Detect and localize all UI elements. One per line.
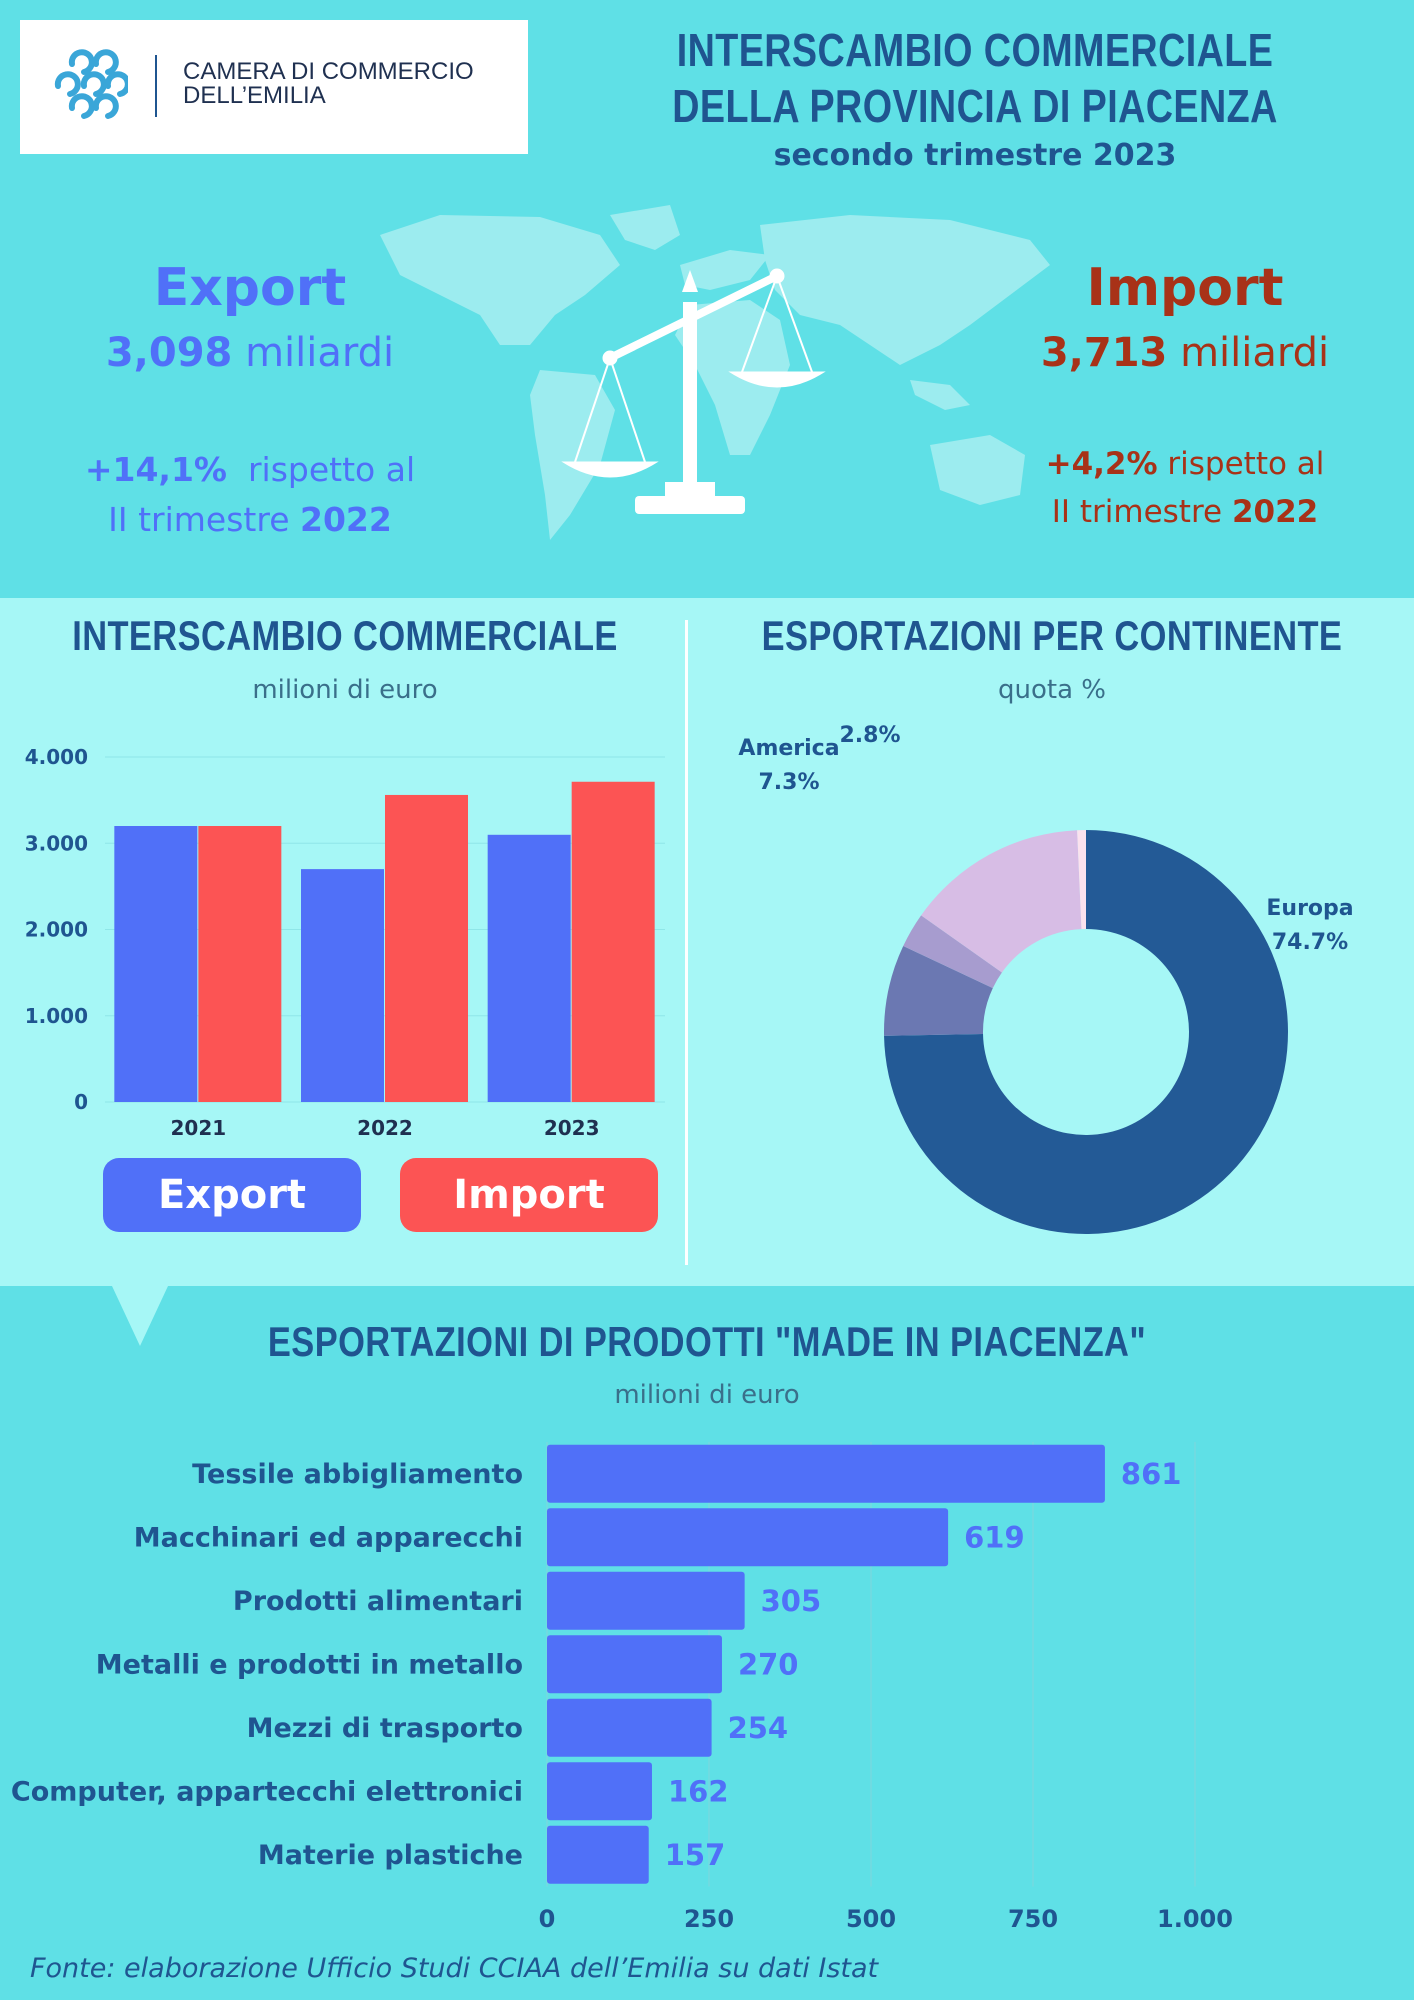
import-value: 3,713: [1040, 330, 1168, 376]
donut-value-europa: 74.7%: [1272, 930, 1348, 955]
x-tick-label: 2021: [170, 1116, 226, 1140]
page-title: INTERSCAMBIO COMMERCIALE DELLA PROVINCIA…: [635, 22, 1316, 134]
x-tick-label: 2022: [357, 1116, 413, 1140]
x-tick-label: 0: [539, 1905, 556, 1930]
legend-export: Export: [103, 1158, 361, 1232]
product-value-label: 305: [761, 1584, 822, 1618]
balance-scale-icon: [561, 268, 826, 514]
legend-import: Import: [400, 1158, 658, 1232]
panel-divider: [685, 620, 688, 1265]
product-value-label: 254: [728, 1711, 789, 1745]
donut-slice-africa: [903, 915, 1002, 989]
source-note: Fonte: elaborazione Ufficio Studi CCIAA …: [30, 1953, 879, 1984]
product-category-label: Materie plastiche: [258, 1840, 523, 1871]
trade-chart-subtitle: milioni di euro: [252, 675, 438, 705]
products-chart-subtitle: milioni di euro: [614, 1380, 800, 1410]
product-category-label: Computer, appartecchi elettronici: [11, 1776, 523, 1807]
y-tick-label: 2.000: [25, 918, 88, 942]
product-category-label: Mezzi di trasporto: [247, 1713, 523, 1744]
import-bar-2023: [571, 781, 655, 1102]
donut-slice-america: [884, 945, 993, 1036]
import-change-text: rispetto al: [1167, 446, 1325, 482]
export-title: Export: [153, 258, 347, 318]
product-bar: [547, 1635, 722, 1694]
trade-chart-title: INTERSCAMBIO COMMERCIALE: [72, 612, 618, 659]
continent-donut-chart: Europa74.7%America7.3%Africa2.8%Asia14.5…: [738, 723, 1354, 1234]
product-bar: [547, 1571, 745, 1630]
y-tick-label: 1.000: [25, 1004, 88, 1028]
import-value-line: 3,713 miliardi: [1000, 330, 1370, 376]
export-unit: miliardi: [245, 330, 395, 376]
logo-line-1: CAMERA DI COMMERCIO: [183, 58, 474, 85]
import-bar-2021: [198, 826, 282, 1102]
import-change-value: +4,2%: [1045, 446, 1158, 482]
product-bar: [547, 1762, 652, 1821]
donut-label-europa: Europa: [1266, 896, 1353, 921]
product-category-label: Metalli e prodotti in metallo: [96, 1649, 523, 1680]
import-period-text: II trimestre: [1051, 494, 1223, 530]
product-value-label: 270: [738, 1647, 799, 1681]
product-bar: [547, 1444, 1105, 1503]
product-value-label: 861: [1121, 1457, 1182, 1491]
x-tick-label: 1.000: [1157, 1905, 1233, 1930]
y-tick-label: 3.000: [25, 831, 88, 855]
product-value-label: 162: [668, 1774, 729, 1808]
donut-value-america: 7.3%: [758, 770, 819, 795]
logo-box: CAMERA DI COMMERCIO DELL’EMILIA: [20, 20, 528, 154]
export-value-line: 3,098 miliardi: [60, 330, 440, 376]
trade-bar-chart: 0 1.000 2.000 3.000 4.000 2021 2022 2023: [25, 745, 665, 1140]
import-bar-2022: [385, 794, 468, 1102]
donut-value-africa: 2.8%: [839, 723, 900, 748]
page-title-line-1: INTERSCAMBIO COMMERCIALE: [676, 24, 1274, 76]
import-unit: miliardi: [1180, 330, 1330, 376]
donut-slice-europa: [884, 830, 1288, 1234]
page-subtitle: secondo trimestre 2023: [773, 138, 1177, 173]
export-change-block: +14,1% rispetto al II trimestre 2022: [60, 445, 440, 545]
chamber-logo-icon: [54, 49, 128, 119]
export-change-value: +14,1%: [84, 450, 227, 489]
product-bar: [547, 1508, 949, 1567]
export-change-text: rispetto al: [247, 450, 416, 489]
logo-divider: [155, 55, 157, 117]
product-bar: [547, 1825, 649, 1884]
import-change-block: +4,2% rispetto al II trimestre 2022: [1000, 440, 1370, 536]
continent-chart-subtitle: quota %: [998, 675, 1106, 705]
export-bar-2023: [487, 834, 571, 1102]
y-tick-label: 4.000: [25, 745, 88, 769]
export-bar-2021: [114, 826, 198, 1102]
product-value-label: 157: [665, 1838, 726, 1872]
page-title-line-2: DELLA PROVINCIA DI PIACENZA: [672, 80, 1278, 132]
y-tick-label: 0: [74, 1090, 88, 1114]
logo-line-2: DELL’EMILIA: [183, 82, 326, 109]
donut-slice-asia: [921, 830, 1082, 973]
products-bar-chart: 0 250 500 750 1.000 Tessile abbigliamento 861 M…: [11, 1442, 1233, 1930]
export-value: 3,098: [105, 330, 233, 376]
export-period-year: 2022: [300, 500, 392, 539]
product-bar: [547, 1698, 712, 1757]
import-title: Import: [1086, 258, 1284, 318]
export-bar-2022: [301, 869, 384, 1102]
x-tick-label: 750: [1008, 1905, 1058, 1930]
product-value-label: 619: [964, 1520, 1025, 1554]
x-tick-label: 2023: [544, 1116, 600, 1140]
product-category-label: Tessile abbigliamento: [192, 1459, 523, 1490]
x-tick-label: 500: [846, 1905, 896, 1930]
products-chart-title: ESPORTAZIONI DI PRODOTTI "MADE IN PIACEN…: [267, 1318, 1147, 1365]
donut-label-america: America: [738, 736, 839, 761]
world-map-icon: [380, 205, 1050, 540]
product-category-label: Macchinari ed apparecchi: [134, 1522, 523, 1553]
product-category-label: Prodotti alimentari: [233, 1586, 523, 1617]
import-period-year: 2022: [1231, 494, 1319, 530]
donut-slice-oceania: [1077, 830, 1086, 930]
callout-pointer: [112, 1286, 168, 1346]
export-period-text: II trimestre: [108, 500, 290, 539]
x-tick-label: 250: [684, 1905, 734, 1930]
continent-chart-title: ESPORTAZIONI PER CONTINENTE: [761, 612, 1343, 659]
logo-text: CAMERA DI COMMERCIO DELL’EMILIA: [183, 60, 474, 108]
